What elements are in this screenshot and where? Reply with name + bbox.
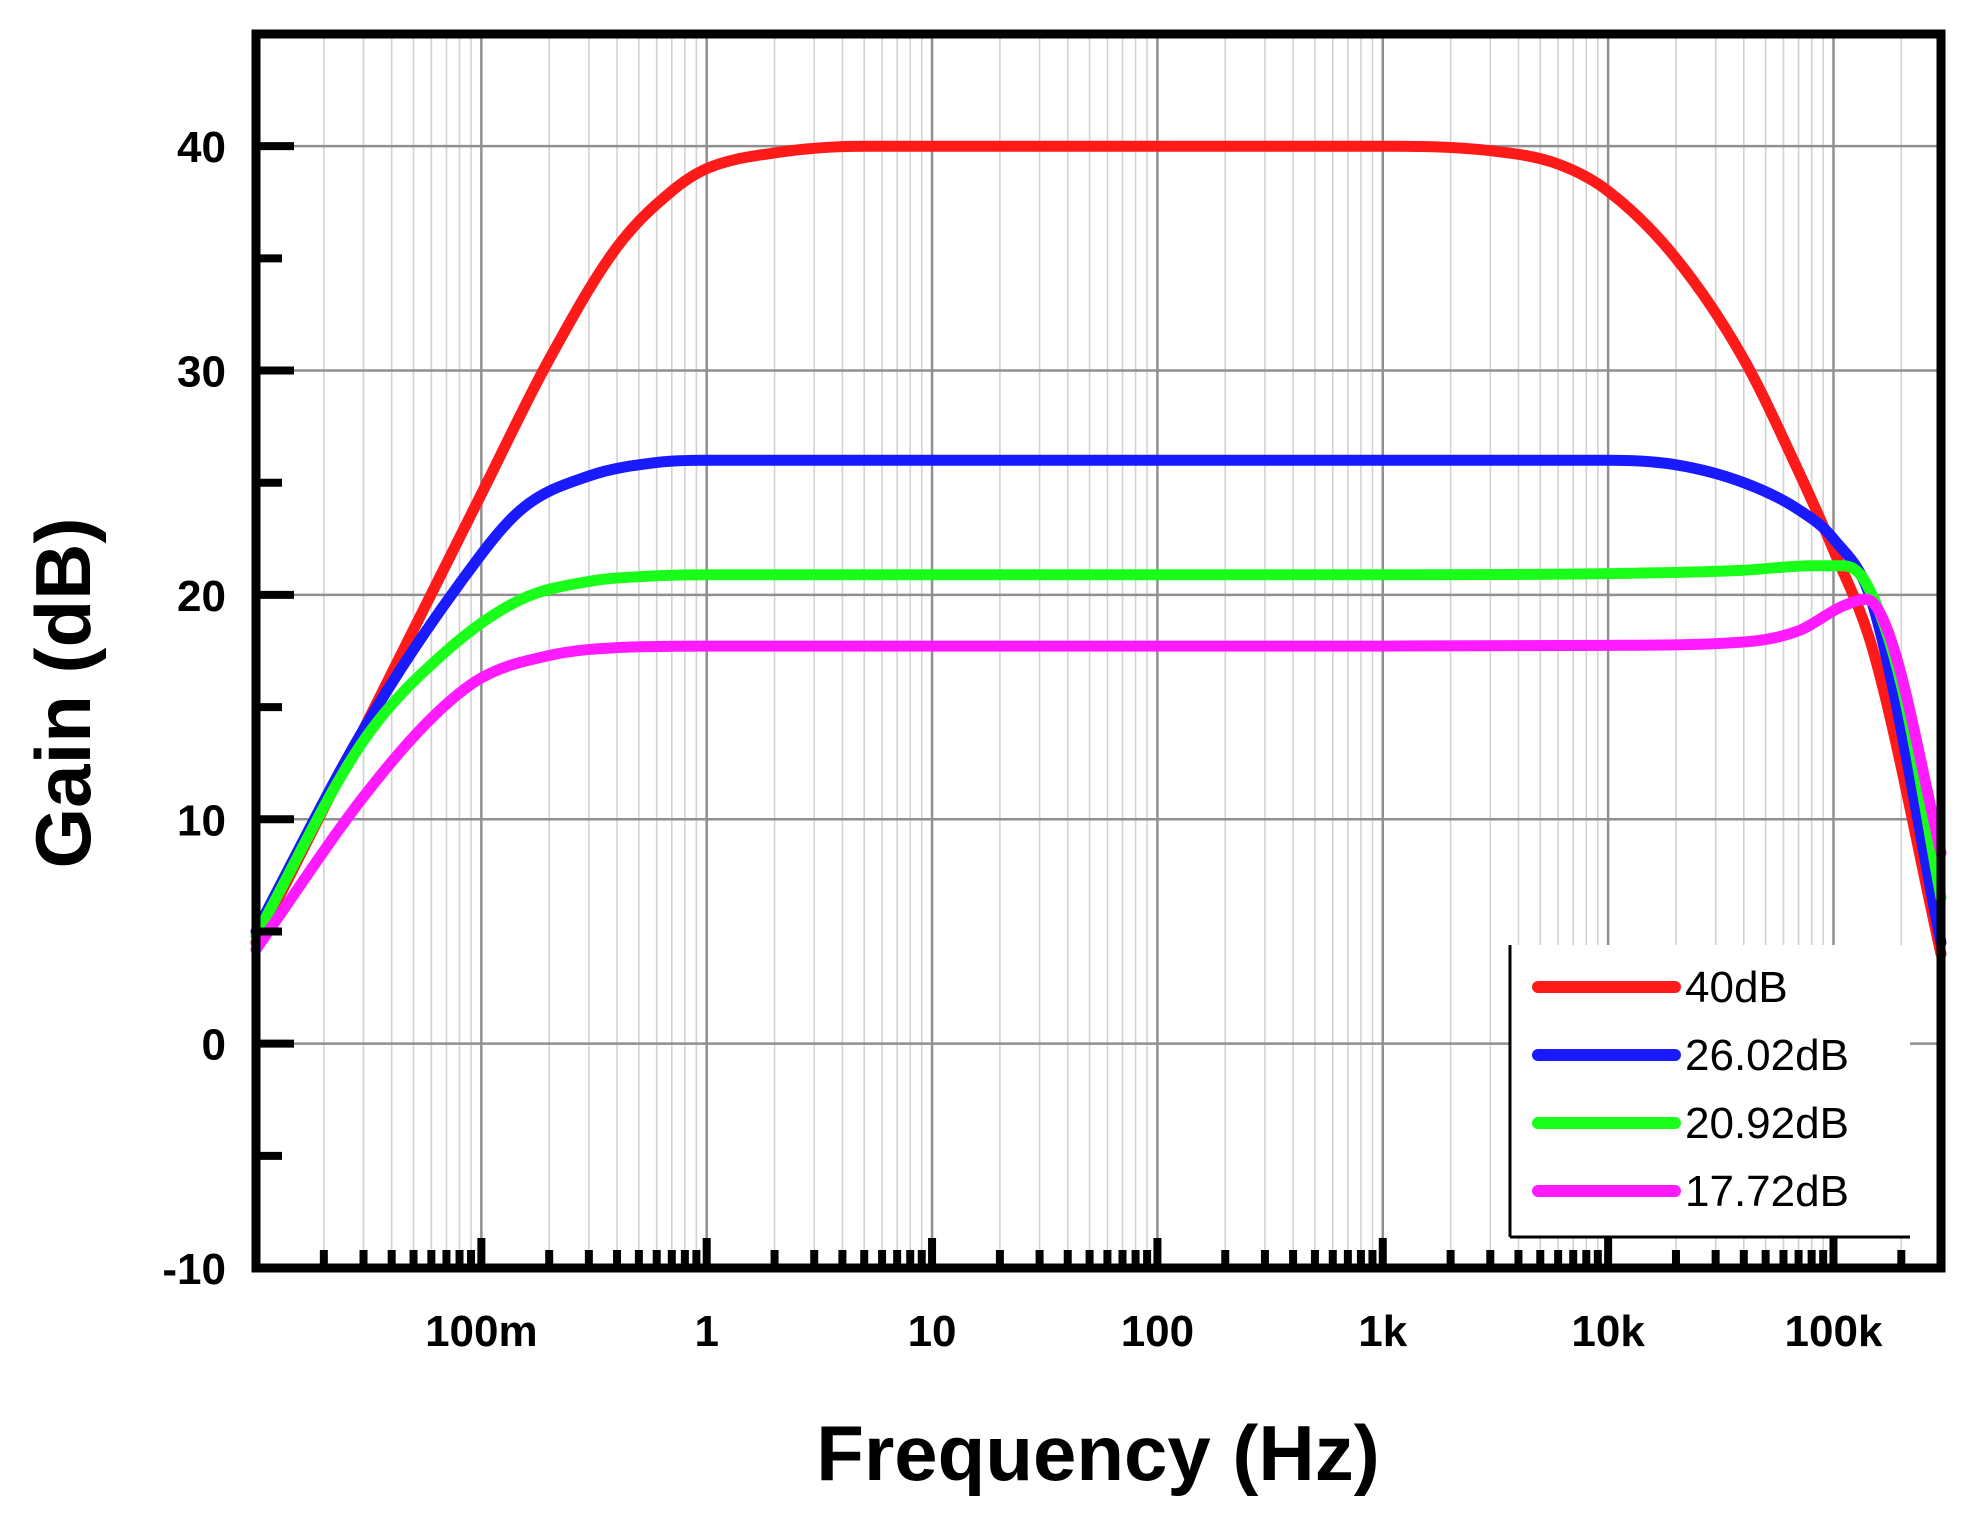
y-axis-title: Gain (dB) — [19, 518, 107, 869]
x-axis-title: Frequency (Hz) — [816, 1409, 1379, 1497]
series-line-0 — [250, 140, 1947, 960]
x-tick-label: 10k — [1571, 1307, 1645, 1356]
legend-label: 17.72dB — [1685, 1167, 1849, 1216]
x-tick-label: 1 — [694, 1307, 718, 1356]
x-tick-label: 10 — [908, 1307, 957, 1356]
series-line-3 — [250, 593, 1947, 955]
y-tick-label: 30 — [177, 348, 226, 397]
y-tick-label: 20 — [177, 572, 226, 621]
series-line-2 — [250, 560, 1947, 942]
y-tick-label: 10 — [177, 796, 226, 845]
y-tick-label: -10 — [162, 1245, 226, 1294]
plot-frame — [251, 29, 1946, 1273]
axis-ticks — [252, 142, 1945, 1272]
legend-label: 26.02dB — [1685, 1031, 1849, 1080]
x-tick-label: 100k — [1785, 1307, 1883, 1356]
x-tick-label: 1k — [1358, 1307, 1407, 1356]
y-tick-label: 40 — [177, 123, 226, 172]
legend: 40dB 26.02dB 20.92dB 17.72dB — [1508, 945, 1910, 1239]
x-tick-label: 100 — [1121, 1307, 1194, 1356]
y-tick-label: 0 — [202, 1021, 226, 1070]
series-line-1 — [250, 454, 1947, 949]
x-tick-label: 100m — [425, 1307, 538, 1356]
plot-curves — [250, 140, 1947, 960]
legend-label: 20.92dB — [1685, 1099, 1849, 1148]
legend-label: 40dB — [1685, 963, 1788, 1012]
